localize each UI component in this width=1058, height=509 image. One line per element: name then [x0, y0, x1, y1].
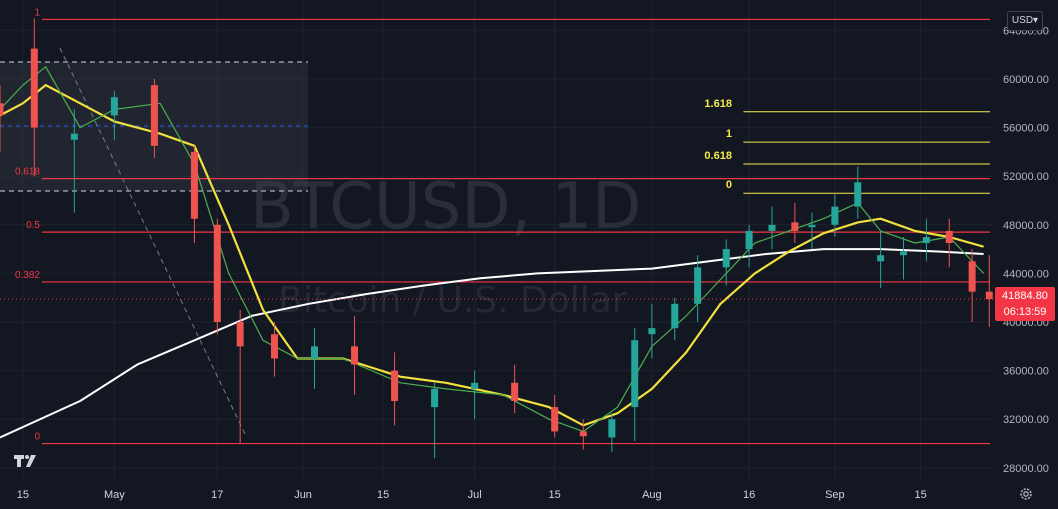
candle-body: [236, 322, 244, 347]
candle-body: [70, 133, 78, 140]
candle-body: [968, 261, 976, 292]
price-tick-label: 32000.00: [1003, 414, 1049, 426]
candle-body: [900, 251, 908, 256]
time-tick-label: Jun: [294, 489, 312, 501]
fib-retracement: 1 0.618 0.5 0.382 0: [15, 7, 990, 445]
price-tick-label: 56000.00: [1003, 123, 1049, 135]
moving-average-ma_fast: [0, 66, 985, 432]
candle-body: [150, 85, 158, 146]
candle-body: [945, 230, 953, 244]
candle-body: [694, 267, 702, 304]
candle-body: [351, 346, 359, 365]
currency-selector[interactable]: USD▾: [1007, 11, 1043, 31]
fib-extension-label: 1: [726, 128, 732, 140]
candle-body: [213, 224, 221, 323]
candle-body: [391, 370, 399, 402]
candle-body: [311, 346, 319, 359]
candle-body: [110, 97, 118, 116]
time-tick-label: 15: [915, 489, 927, 501]
grid-lines: [0, 0, 995, 480]
candle-body: [511, 382, 519, 402]
bar-countdown: 06:13:59: [1003, 306, 1047, 318]
candle-body: [431, 388, 439, 408]
candle-body: [808, 224, 816, 228]
candle-body: [579, 431, 587, 437]
candle-body: [722, 249, 730, 268]
fib-level-label: 0.5: [26, 220, 40, 231]
price-tick-label: 52000.00: [1003, 171, 1049, 183]
candle-body: [671, 303, 679, 329]
candle-body: [831, 206, 839, 225]
price-tick-label: 36000.00: [1003, 366, 1049, 378]
currency-label: USD: [1011, 15, 1034, 26]
time-tick-label: 15: [549, 489, 561, 501]
candle-body: [631, 340, 639, 408]
time-tick-label: 15: [17, 489, 29, 501]
time-tick-label: May: [104, 489, 125, 501]
moving-averages: [0, 66, 985, 439]
fib-extension-label: 1.618: [704, 98, 732, 110]
last-price-tag: 41884.80 06:13:59: [995, 287, 1055, 321]
candle-body: [877, 255, 885, 262]
candle-body: [648, 328, 656, 335]
time-axis[interactable]: [0, 482, 995, 509]
moving-average-ma_mid: [0, 83, 984, 427]
candle-body: [768, 224, 776, 231]
watermark-name: Bitcoin / U.S. Dollar: [278, 280, 627, 321]
time-tick-label: 16: [743, 489, 755, 501]
candle-body: [270, 334, 278, 359]
time-tick-label: Sep: [825, 489, 845, 501]
candle-body: [854, 182, 862, 207]
candle-body: [608, 419, 616, 438]
fib-level-label: 0.382: [15, 270, 40, 281]
candle-body: [30, 48, 38, 128]
tradingview-logo-icon[interactable]: [12, 452, 40, 470]
candle-body: [0, 103, 4, 116]
gear-icon[interactable]: [1018, 486, 1034, 502]
fib-extension-label: 0: [726, 179, 732, 191]
fib-level-label: 0: [34, 432, 40, 443]
price-tick-label: 60000.00: [1003, 74, 1049, 86]
watermark-symbol: BTCUSD, 1D: [250, 170, 641, 244]
time-axis-labels: 15 May 17 Jun 15 Jul 15 Aug 16 Sep 15: [17, 489, 927, 501]
candle-body: [551, 407, 559, 432]
moving-average-ma_slow: [0, 248, 984, 439]
candle-body: [922, 236, 930, 244]
time-tick-label: Jul: [468, 489, 482, 501]
time-tick-label: 15: [377, 489, 389, 501]
candle-body: [985, 291, 993, 300]
fib-extension: 1.618 1 0.618 0: [704, 98, 990, 194]
candles: [0, 18, 993, 459]
price-tick-label: 44000.00: [1003, 268, 1049, 280]
time-tick-label: Aug: [642, 489, 662, 501]
price-tick-label: 28000.00: [1003, 463, 1049, 475]
fib-level-label: 0.618: [15, 167, 40, 178]
candle-body: [791, 222, 799, 231]
candle-body: [471, 382, 479, 389]
fib-level-label: 1: [34, 7, 40, 18]
candle-body: [190, 151, 198, 219]
time-tick-label: 17: [211, 489, 223, 501]
price-tick-label: 48000.00: [1003, 220, 1049, 232]
last-price-value: 41884.80: [1002, 290, 1048, 302]
fib-extension-label: 0.618: [704, 150, 732, 162]
price-axis[interactable]: [995, 0, 1058, 480]
candle-body: [745, 230, 753, 250]
